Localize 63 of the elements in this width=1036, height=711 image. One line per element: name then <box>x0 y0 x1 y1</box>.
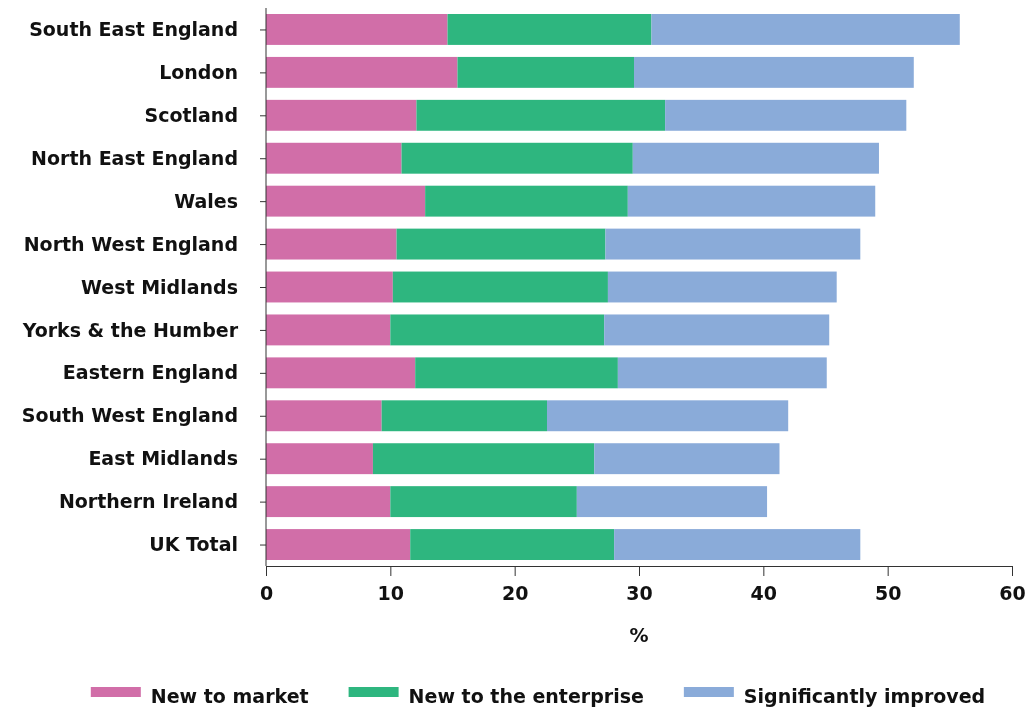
legend-label: New to market <box>150 684 309 707</box>
y-tick-label: West Midlands <box>81 275 238 298</box>
bar <box>425 185 628 217</box>
bar <box>266 357 416 389</box>
bar <box>381 400 547 432</box>
x-tick-label: 60 <box>999 581 1026 604</box>
y-tick-label: East Midlands <box>88 447 238 470</box>
y-tick-label: North East England <box>31 146 238 169</box>
bar <box>390 314 605 346</box>
bar <box>266 443 373 475</box>
bar <box>266 486 391 518</box>
x-tick-label: 10 <box>377 581 405 604</box>
x-tick-label: 0 <box>259 581 274 604</box>
legend-label: Significantly improved <box>743 684 986 707</box>
bar <box>416 99 666 131</box>
x-tick-label: 30 <box>626 581 653 604</box>
y-tick-label: South West England <box>21 404 238 427</box>
bar <box>617 357 827 389</box>
bar <box>665 99 907 131</box>
bar <box>651 14 960 45</box>
y-tick-label: Eastern England <box>62 361 238 384</box>
bar <box>266 400 382 432</box>
bar <box>392 271 608 303</box>
x-tick-label: 20 <box>501 581 529 604</box>
bar <box>546 400 789 432</box>
bar <box>390 486 577 518</box>
y-tick-label: Yorks & the Humber <box>21 318 239 341</box>
bar <box>594 443 780 475</box>
bar <box>447 14 652 45</box>
bar <box>607 271 837 303</box>
bar <box>415 357 618 389</box>
bar <box>266 314 391 346</box>
legend-label: New to the enterprise <box>408 684 644 707</box>
x-axis-title: % <box>629 624 649 646</box>
x-tick-label: 40 <box>750 581 778 604</box>
x-tick-label: 50 <box>874 581 902 604</box>
bar <box>457 56 635 88</box>
y-tick-label: Scotland <box>144 103 238 126</box>
y-tick-label: Wales <box>174 189 238 212</box>
bar <box>576 486 768 518</box>
bar <box>401 142 633 174</box>
bar <box>266 228 397 260</box>
bar <box>372 443 595 475</box>
bar <box>605 228 861 260</box>
bar <box>627 185 876 217</box>
bar <box>410 529 615 560</box>
y-tick-label: South East England <box>29 18 238 41</box>
bar <box>266 185 426 217</box>
bar <box>634 56 914 88</box>
y-tick-label: UK Total <box>149 533 238 556</box>
bar <box>266 56 458 88</box>
bar <box>614 529 861 560</box>
bar <box>396 228 606 260</box>
y-tick-label: London <box>159 60 238 83</box>
y-tick-label: North West England <box>23 232 238 255</box>
y-tick-label: Northern Ireland <box>58 490 238 513</box>
bar <box>266 529 411 560</box>
bar <box>266 99 417 131</box>
bar <box>604 314 830 346</box>
bar <box>266 142 402 174</box>
bar <box>266 271 393 303</box>
bar <box>632 142 879 174</box>
bar <box>266 14 448 45</box>
